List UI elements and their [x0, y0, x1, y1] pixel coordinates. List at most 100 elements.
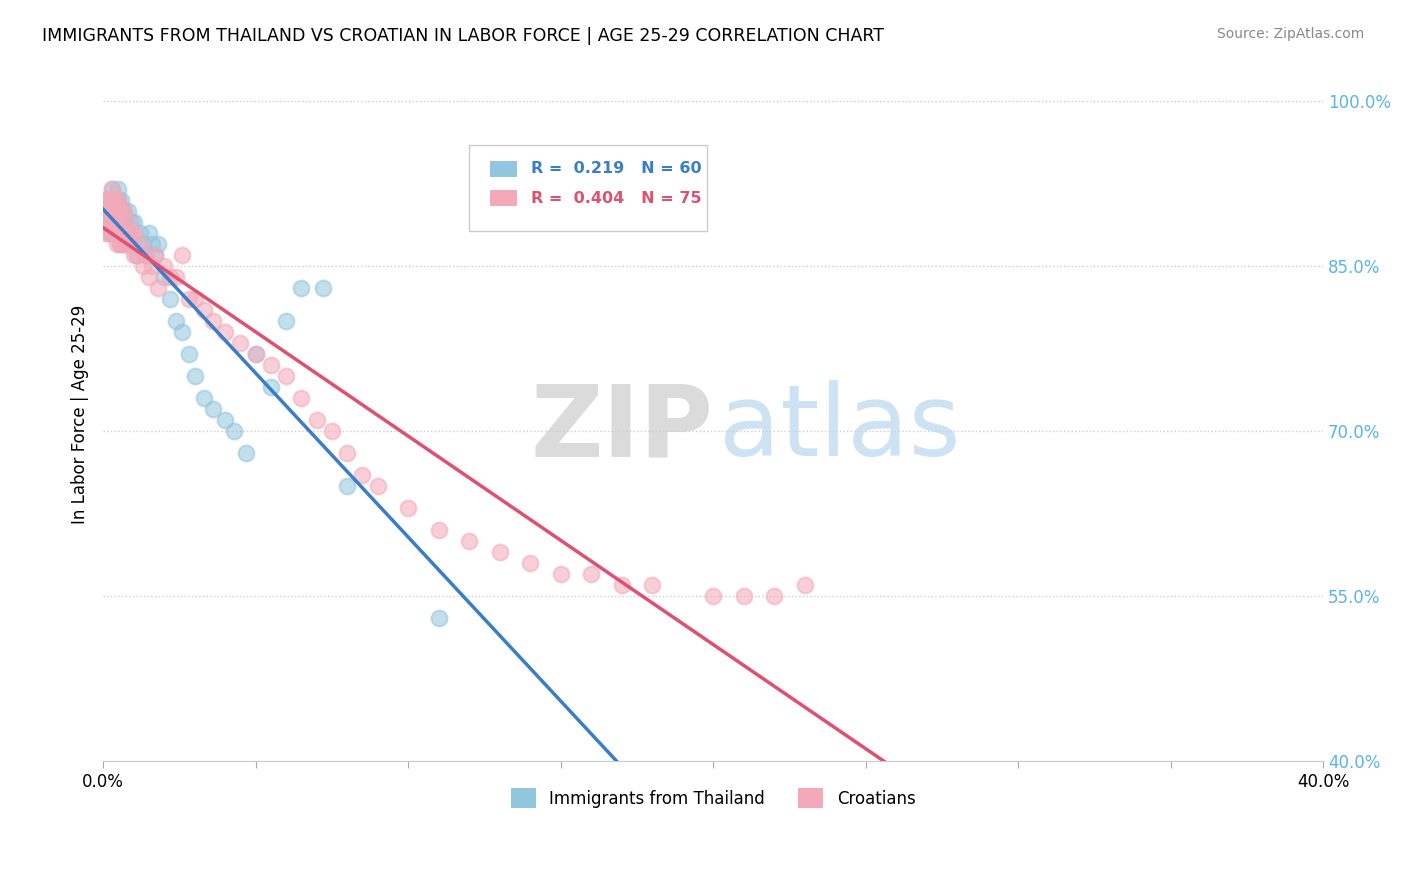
Point: [214, 326, 236, 340]
Point: [177, 293, 200, 307]
Point: [101, 182, 124, 196]
Point: [107, 227, 129, 241]
Point: [104, 204, 127, 219]
Point: [733, 589, 755, 603]
Point: [763, 589, 786, 603]
Point: [115, 237, 138, 252]
Point: [104, 215, 127, 229]
Point: [105, 237, 128, 252]
Point: [276, 314, 298, 328]
Point: [793, 578, 815, 592]
Point: [104, 204, 127, 219]
Point: [122, 237, 145, 252]
Point: [172, 326, 194, 340]
Point: [107, 204, 129, 219]
Point: [550, 567, 572, 582]
Point: [104, 215, 127, 229]
Point: [98, 215, 121, 229]
Point: [165, 314, 187, 328]
Point: [107, 204, 129, 219]
Point: [96, 204, 118, 219]
Point: [122, 215, 145, 229]
Point: [260, 380, 283, 394]
Point: [120, 237, 142, 252]
Point: [98, 194, 121, 208]
FancyBboxPatch shape: [470, 145, 707, 231]
Point: [110, 215, 132, 229]
Point: [115, 237, 138, 252]
Point: [367, 479, 389, 493]
Point: [97, 227, 120, 241]
Point: [100, 227, 122, 241]
Legend: Immigrants from Thailand, Croatians: Immigrants from Thailand, Croatians: [505, 781, 922, 815]
Point: [290, 392, 312, 406]
Point: [488, 545, 510, 559]
Point: [245, 347, 267, 361]
Point: [103, 227, 125, 241]
Point: [135, 248, 157, 262]
Point: [108, 237, 131, 252]
Point: [141, 260, 163, 274]
Point: [177, 347, 200, 361]
Point: [107, 215, 129, 229]
Point: [101, 215, 124, 229]
Point: [96, 227, 118, 241]
Point: [122, 227, 145, 241]
Point: [201, 314, 224, 328]
Point: [117, 227, 139, 241]
Point: [108, 237, 131, 252]
Point: [141, 237, 163, 252]
Point: [519, 556, 541, 570]
Point: [276, 369, 298, 384]
Point: [138, 270, 160, 285]
Point: [98, 204, 121, 219]
Point: [336, 446, 359, 460]
Point: [321, 425, 343, 439]
Text: R =  0.219   N = 60: R = 0.219 N = 60: [531, 161, 702, 177]
Point: [117, 215, 139, 229]
Point: [143, 248, 166, 262]
Point: [128, 227, 150, 241]
Text: ZIP: ZIP: [530, 380, 713, 477]
Point: [396, 501, 419, 516]
Point: [245, 347, 267, 361]
Point: [427, 523, 450, 537]
Point: [159, 293, 181, 307]
Point: [235, 446, 257, 460]
Point: [336, 479, 359, 493]
Point: [610, 578, 633, 592]
Point: [110, 204, 132, 219]
Point: [159, 270, 181, 285]
Point: [107, 215, 129, 229]
Point: [193, 392, 215, 406]
Point: [98, 204, 121, 219]
Point: [117, 204, 139, 219]
Point: [101, 182, 124, 196]
Point: [96, 194, 118, 208]
Point: [101, 204, 124, 219]
Point: [702, 589, 724, 603]
Point: [579, 567, 602, 582]
Point: [110, 204, 132, 219]
Point: [125, 248, 148, 262]
Point: [172, 248, 194, 262]
Point: [165, 270, 187, 285]
FancyBboxPatch shape: [489, 161, 517, 177]
Point: [117, 227, 139, 241]
Point: [97, 215, 120, 229]
Point: [98, 194, 121, 208]
Point: [305, 413, 328, 427]
Point: [427, 611, 450, 625]
Point: [290, 281, 312, 295]
Point: [260, 359, 283, 373]
Point: [183, 369, 205, 384]
Text: atlas: atlas: [720, 380, 960, 477]
Text: R =  0.404   N = 75: R = 0.404 N = 75: [531, 191, 702, 205]
Point: [93, 215, 115, 229]
Point: [641, 578, 664, 592]
Point: [135, 248, 157, 262]
Point: [107, 194, 129, 208]
FancyBboxPatch shape: [489, 190, 517, 206]
Point: [114, 204, 136, 219]
Point: [114, 227, 136, 241]
